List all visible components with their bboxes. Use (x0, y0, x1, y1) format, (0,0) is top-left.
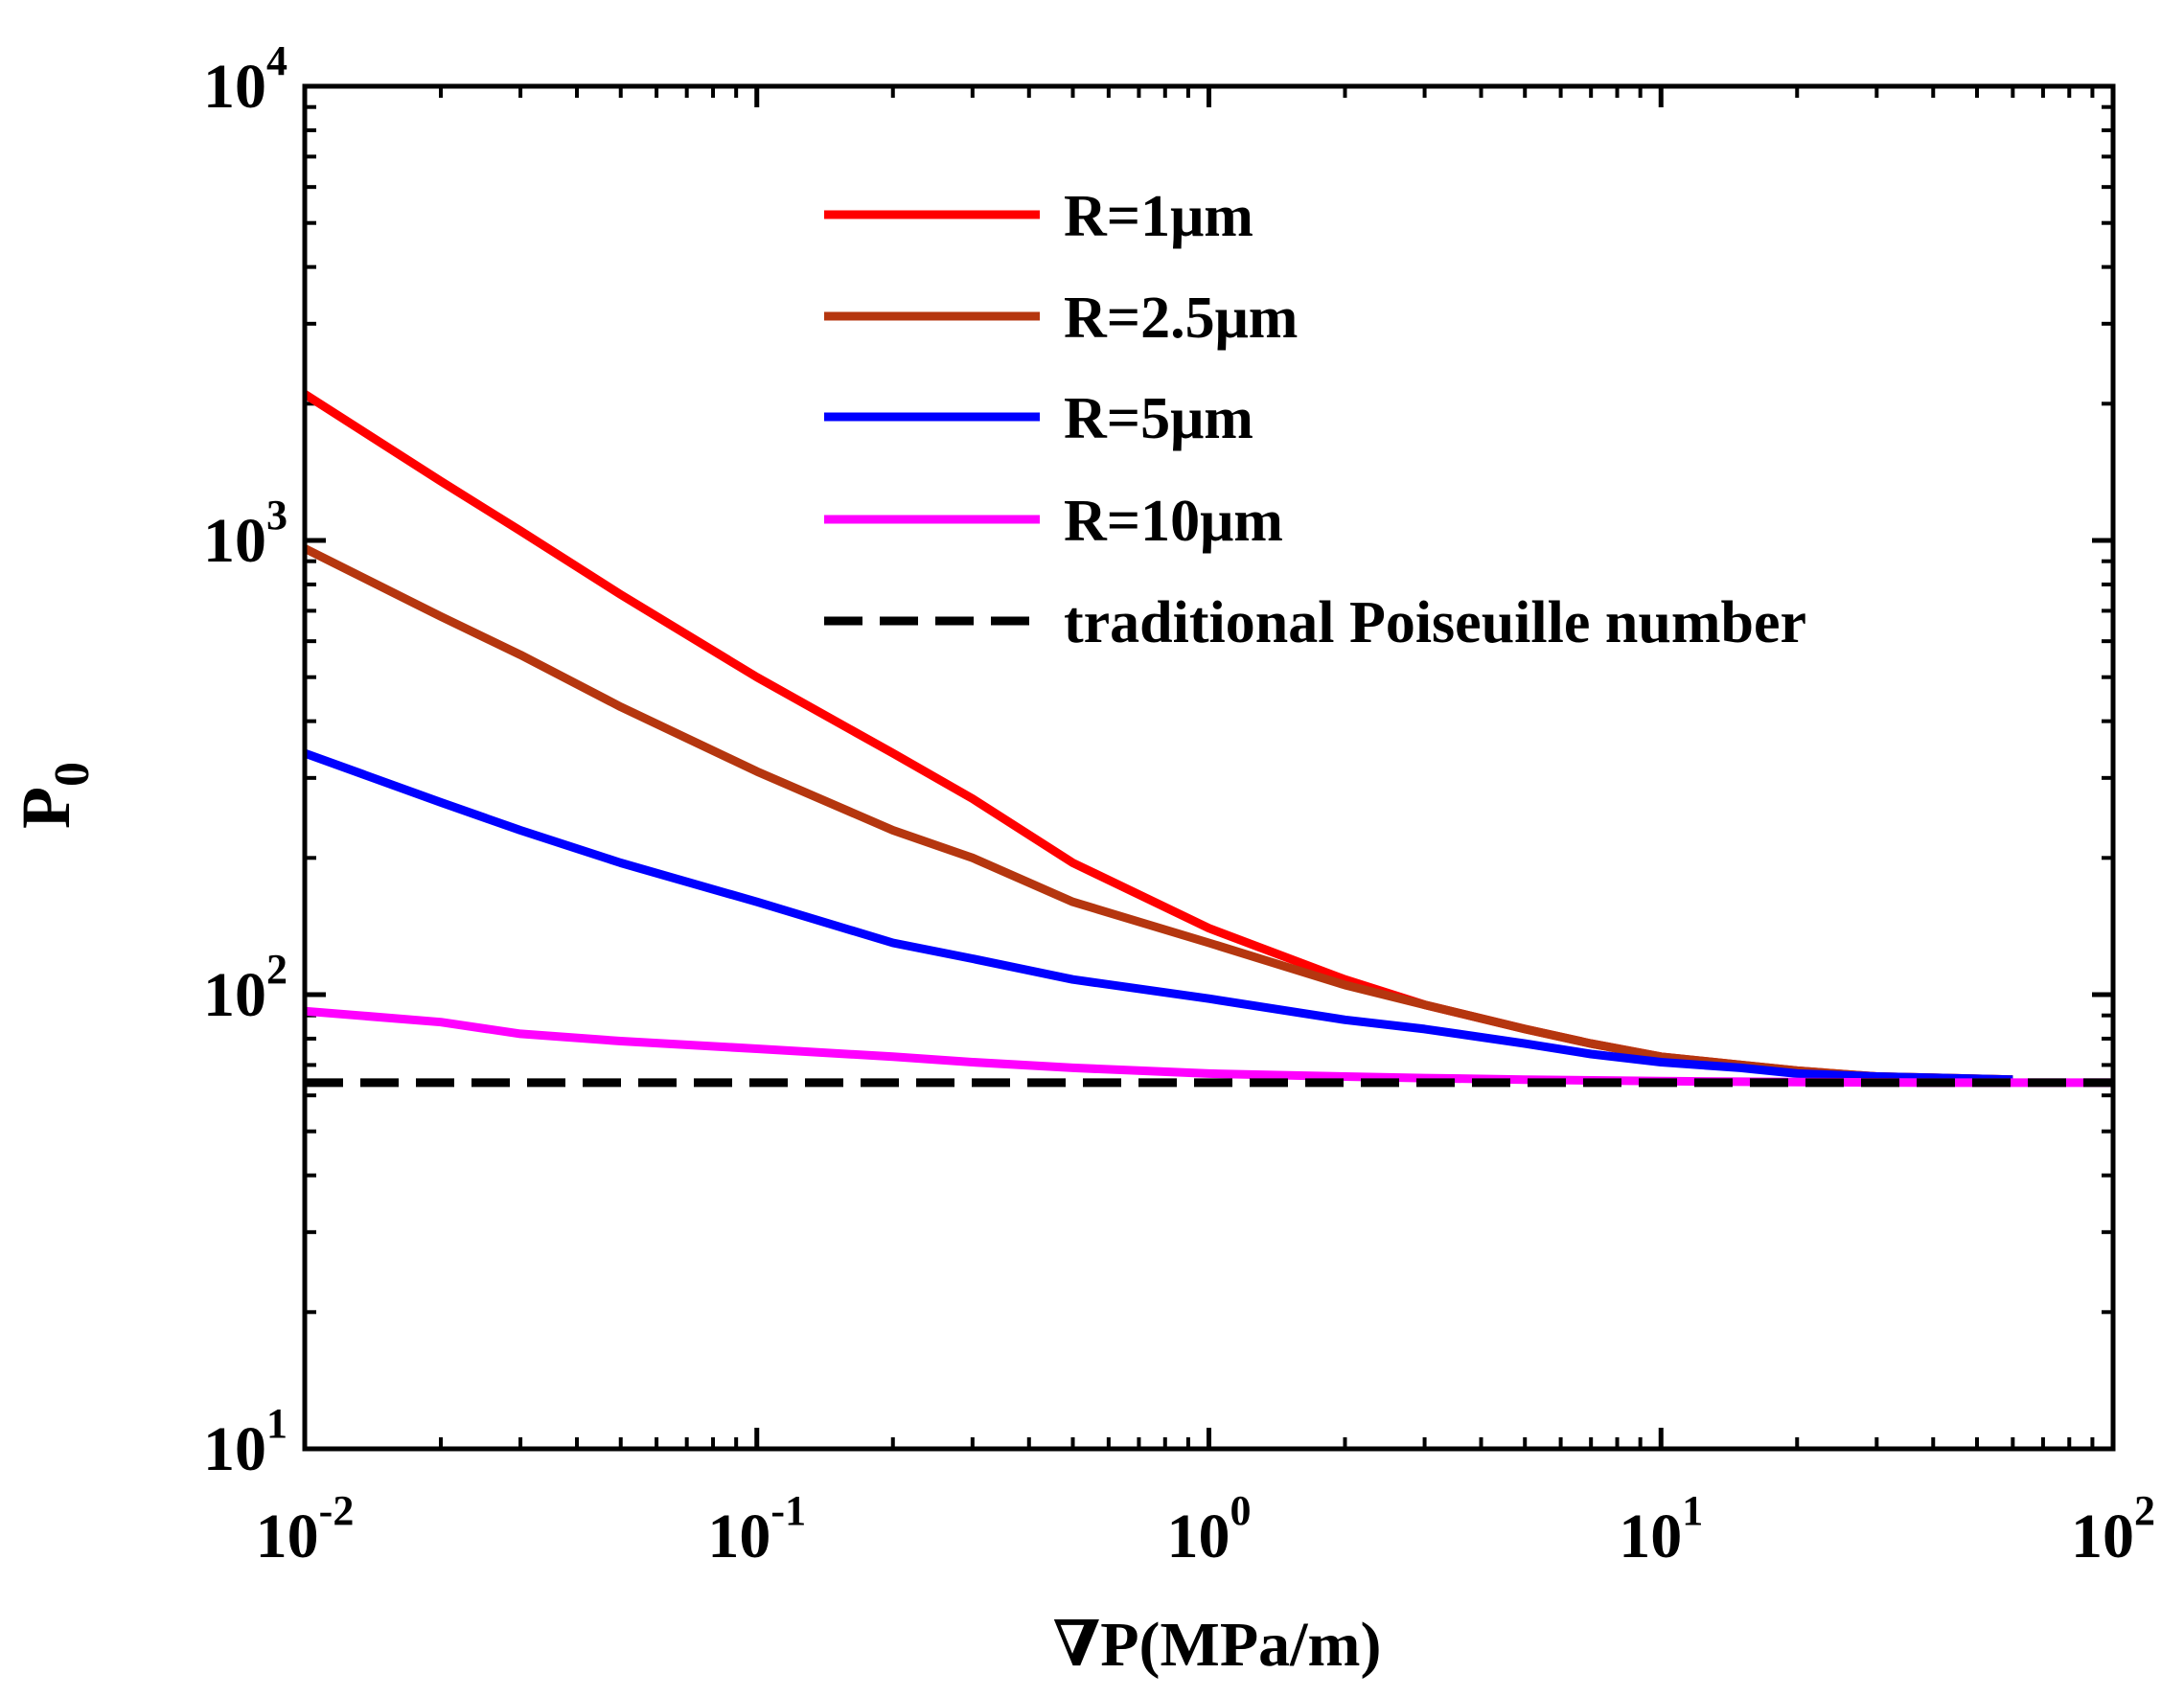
y-tick-base: 10 (203, 52, 266, 122)
x-tick-label: 100 (1167, 1487, 1252, 1571)
y-axis-label-sub: 0 (45, 762, 100, 787)
y-tick-base: 10 (203, 960, 266, 1030)
x-tick-exponent: -1 (770, 1487, 806, 1534)
x-tick-base: 10 (2071, 1502, 2134, 1571)
y-tick-exponent: 1 (266, 1400, 287, 1447)
y-tick-base: 10 (203, 506, 266, 576)
y-tick-label: 103 (203, 492, 287, 576)
x-tick-label: 10-2 (256, 1487, 355, 1571)
legend-label: R=5μm (1064, 386, 1253, 451)
legend-label: R=10μm (1064, 489, 1283, 554)
series-layer (305, 390, 2113, 1088)
x-axis-label: ∇P(MPa/m) (1053, 1610, 1382, 1680)
x-tick-label: 102 (2071, 1487, 2155, 1571)
x-tick-label: 10-1 (707, 1487, 806, 1571)
y-tick-base: 10 (203, 1414, 266, 1484)
x-tick-labels: 10-2 10-1 100 101 102 (256, 1487, 2155, 1571)
y-tick-exponent: 4 (266, 37, 287, 84)
x-tick-base: 10 (1167, 1502, 1230, 1571)
x-tick-base: 10 (1619, 1502, 1682, 1571)
x-tick-exponent: 2 (2134, 1487, 2155, 1534)
y-tick-exponent: 2 (266, 946, 287, 993)
y-axis-label-main: P (8, 787, 84, 829)
legend-label: traditional Poiseuille number (1064, 590, 1806, 655)
x-tick-label: 101 (1619, 1487, 1703, 1571)
x-tick-base: 10 (256, 1502, 319, 1571)
y-tick-label: 102 (203, 946, 287, 1030)
y-tick-label: 104 (203, 37, 287, 122)
y-tick-exponent: 3 (266, 492, 287, 539)
x-tick-exponent: 1 (1682, 1487, 1703, 1534)
x-tick-base: 10 (707, 1502, 770, 1571)
x-tick-exponent: 0 (1230, 1487, 1252, 1534)
y-tick-label: 101 (203, 1400, 287, 1484)
series-line-3 (305, 748, 2013, 1085)
legend: R=1μm R=2.5μm R=5μm R=10μm traditional Poise… (824, 184, 1806, 655)
x-tick-exponent: -2 (319, 1487, 355, 1534)
legend-label: R=1μm (1064, 184, 1253, 249)
legend-label: R=2.5μm (1064, 286, 1298, 351)
y-axis-label: P0 (8, 762, 100, 829)
svg-text:P0: P0 (8, 762, 100, 829)
plot-frame (302, 83, 2116, 1452)
